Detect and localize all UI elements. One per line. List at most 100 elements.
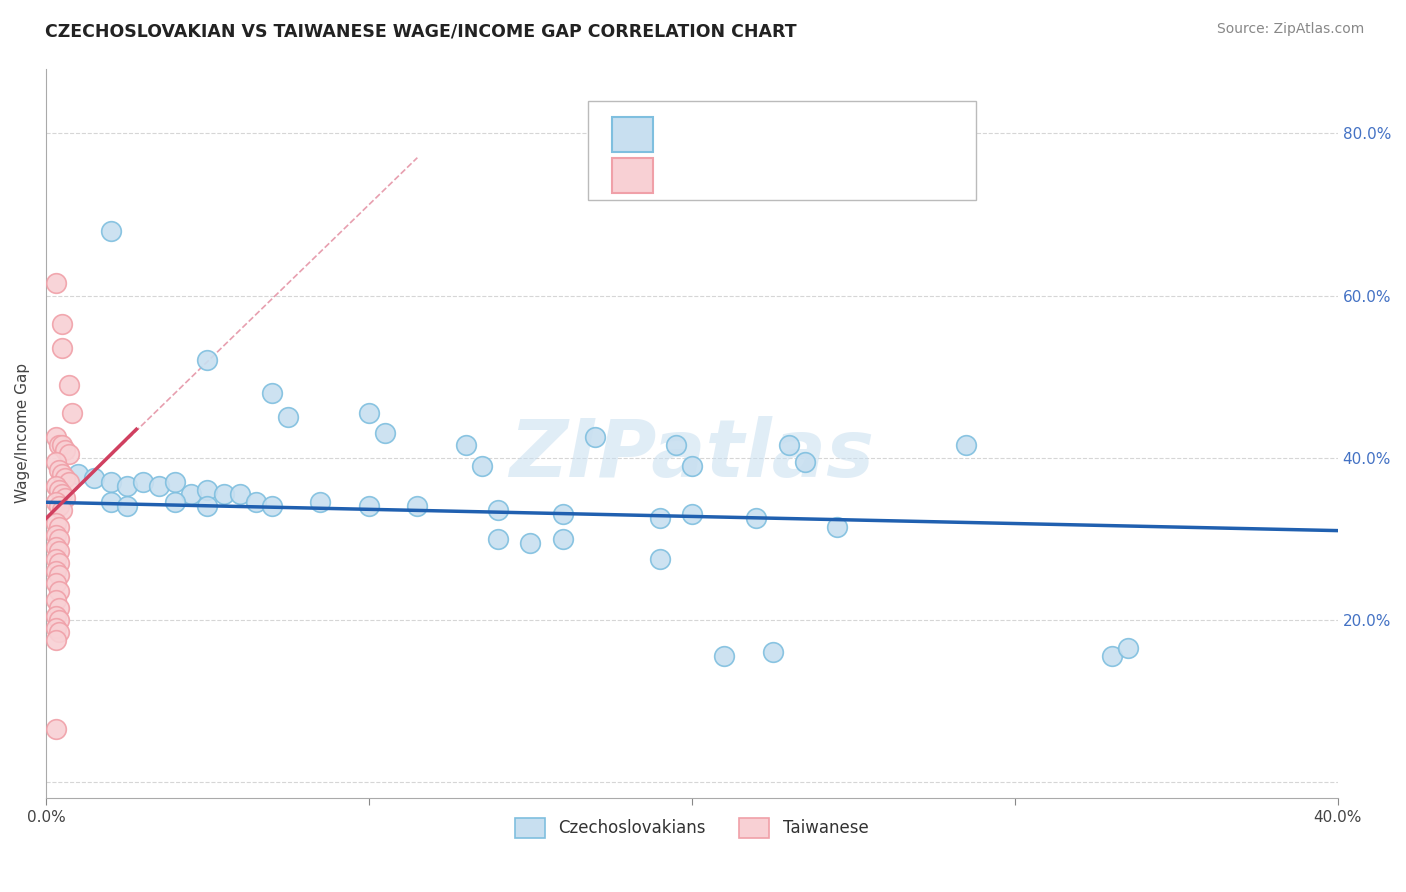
Point [48,584,70,599]
Point [648,552,671,566]
Point [51,503,73,517]
Text: CZECHOSLOVAKIAN VS TAIWANESE WAGE/INCOME GAP CORRELATION CHART: CZECHOSLOVAKIAN VS TAIWANESE WAGE/INCOME… [45,22,797,40]
Point [260,385,283,400]
Point [197,500,219,514]
Point [583,430,606,444]
Point [1101,649,1123,664]
Point [51,317,73,331]
Point [115,479,138,493]
Point [45,576,67,591]
Point [132,475,155,489]
Point [45,516,67,530]
Legend: Czechoslovakians, Taiwanese: Czechoslovakians, Taiwanese [509,811,875,845]
Point [100,475,122,489]
Point [197,353,219,368]
Text: R = -0.036   N = 48: R = -0.036 N = 48 [669,124,856,142]
Point [100,224,122,238]
Point [471,458,494,473]
Point [48,600,70,615]
Point [1116,641,1139,656]
Point [228,487,250,501]
Point [45,723,67,737]
Point [406,500,429,514]
Point [48,500,70,514]
Point [761,645,783,659]
Point [180,487,202,501]
Point [58,377,80,392]
Point [48,624,70,639]
Point [165,475,187,489]
Y-axis label: Wage/Income Gap: Wage/Income Gap [15,363,30,503]
Point [454,438,477,452]
Text: R =   0.150   N = 43: R = 0.150 N = 43 [669,164,860,182]
FancyBboxPatch shape [612,158,652,193]
Point [48,544,70,558]
Point [53,491,76,506]
Point [551,508,574,522]
Point [45,592,67,607]
Point [51,438,73,452]
Point [778,438,800,452]
Point [745,511,768,525]
Point [45,540,67,554]
Point [245,495,267,509]
Point [67,467,90,481]
FancyBboxPatch shape [612,118,652,153]
Point [486,532,509,546]
Point [309,495,332,509]
Point [148,479,170,493]
Point [486,503,509,517]
Point [825,519,848,533]
Text: ZIPatlas: ZIPatlas [509,417,875,494]
Point [665,438,688,452]
Point [357,500,380,514]
Point [45,608,67,623]
Point [45,495,67,509]
Point [955,438,977,452]
Point [45,552,67,566]
FancyBboxPatch shape [589,102,976,200]
Point [45,564,67,578]
Point [713,649,735,664]
Point [115,500,138,514]
Point [48,483,70,497]
Point [260,500,283,514]
Point [100,495,122,509]
Point [60,406,83,420]
Point [48,556,70,570]
Point [45,621,67,635]
Point [165,495,187,509]
Point [48,438,70,452]
Point [277,410,299,425]
Point [519,535,541,549]
Point [83,471,105,485]
Point [58,447,80,461]
Point [45,455,67,469]
Point [45,527,67,541]
Point [45,277,67,291]
Point [197,483,219,497]
Point [551,532,574,546]
Point [48,463,70,477]
Point [58,475,80,489]
Point [48,519,70,533]
Point [53,471,76,485]
Point [212,487,235,501]
Point [53,442,76,457]
Point [374,426,396,441]
Point [51,341,73,355]
Point [45,430,67,444]
Point [48,532,70,546]
Point [51,467,73,481]
Point [793,455,815,469]
Point [45,633,67,648]
Point [648,511,671,525]
Point [681,458,703,473]
Point [48,613,70,627]
Point [45,479,67,493]
Text: Source: ZipAtlas.com: Source: ZipAtlas.com [1216,22,1364,37]
Point [681,508,703,522]
Point [51,487,73,501]
Point [48,568,70,582]
Point [357,406,380,420]
